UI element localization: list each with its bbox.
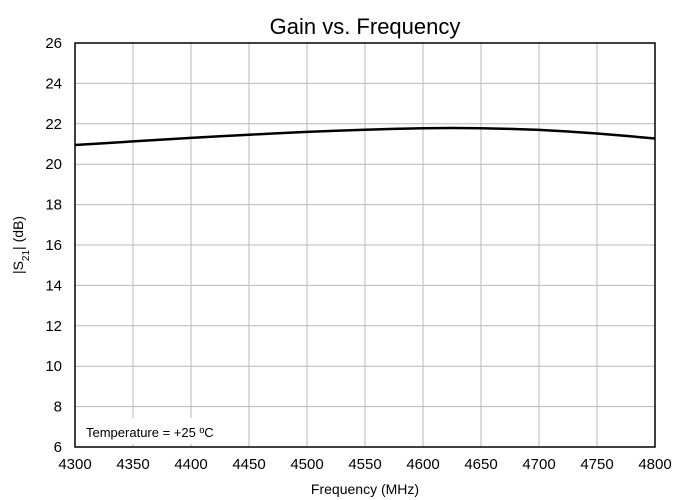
x-tick-label: 4500: [290, 456, 323, 473]
annotation-box: Temperature = +25 ºC: [78, 418, 246, 444]
y-tick-label: 20: [45, 156, 62, 173]
x-tick-label: 4800: [638, 456, 671, 473]
chart-title: Gain vs. Frequency: [270, 14, 461, 39]
y-tick-label: 6: [54, 439, 62, 456]
grid-lines: [75, 43, 655, 447]
y-axis-label: |S21| (dB): [10, 216, 32, 274]
x-tick-label: 4750: [580, 456, 613, 473]
x-axis-label: Frequency (MHz): [311, 481, 419, 497]
y-label-prefix: |S: [10, 261, 26, 274]
y-tick-label: 12: [45, 318, 62, 335]
x-tick-label: 4600: [406, 456, 439, 473]
x-tick-label: 4550: [348, 456, 381, 473]
y-tick-label: 26: [45, 35, 62, 52]
x-tick-label: 4350: [116, 456, 149, 473]
tick-labels: 4300 4350 4400 4450 4500 4550 4600 4650 4700 4750…: [45, 35, 671, 473]
annotation-background: [78, 418, 246, 444]
plot-frame: [74, 42, 656, 448]
y-label-suffix: | (dB): [10, 216, 26, 250]
y-tick-label: 14: [45, 277, 62, 294]
y-label-subscript: 21: [21, 250, 32, 262]
y-tick-label: 10: [45, 358, 62, 375]
y-tick-label: 24: [45, 75, 62, 92]
x-tick-label: 4700: [522, 456, 555, 473]
x-tick-label: 4650: [464, 456, 497, 473]
x-tick-label: 4300: [58, 456, 91, 473]
gain-series-line: [74, 126, 656, 147]
y-tick-label: 22: [45, 116, 62, 133]
x-tick-label: 4400: [174, 456, 207, 473]
x-tick-label: 4450: [232, 456, 265, 473]
y-tick-label: 8: [54, 399, 62, 416]
y-tick-label: 16: [45, 237, 62, 254]
plot-series: [74, 126, 656, 147]
temperature-annotation: Temperature = +25 ºC: [86, 425, 214, 440]
y-tick-label: 18: [45, 197, 62, 214]
